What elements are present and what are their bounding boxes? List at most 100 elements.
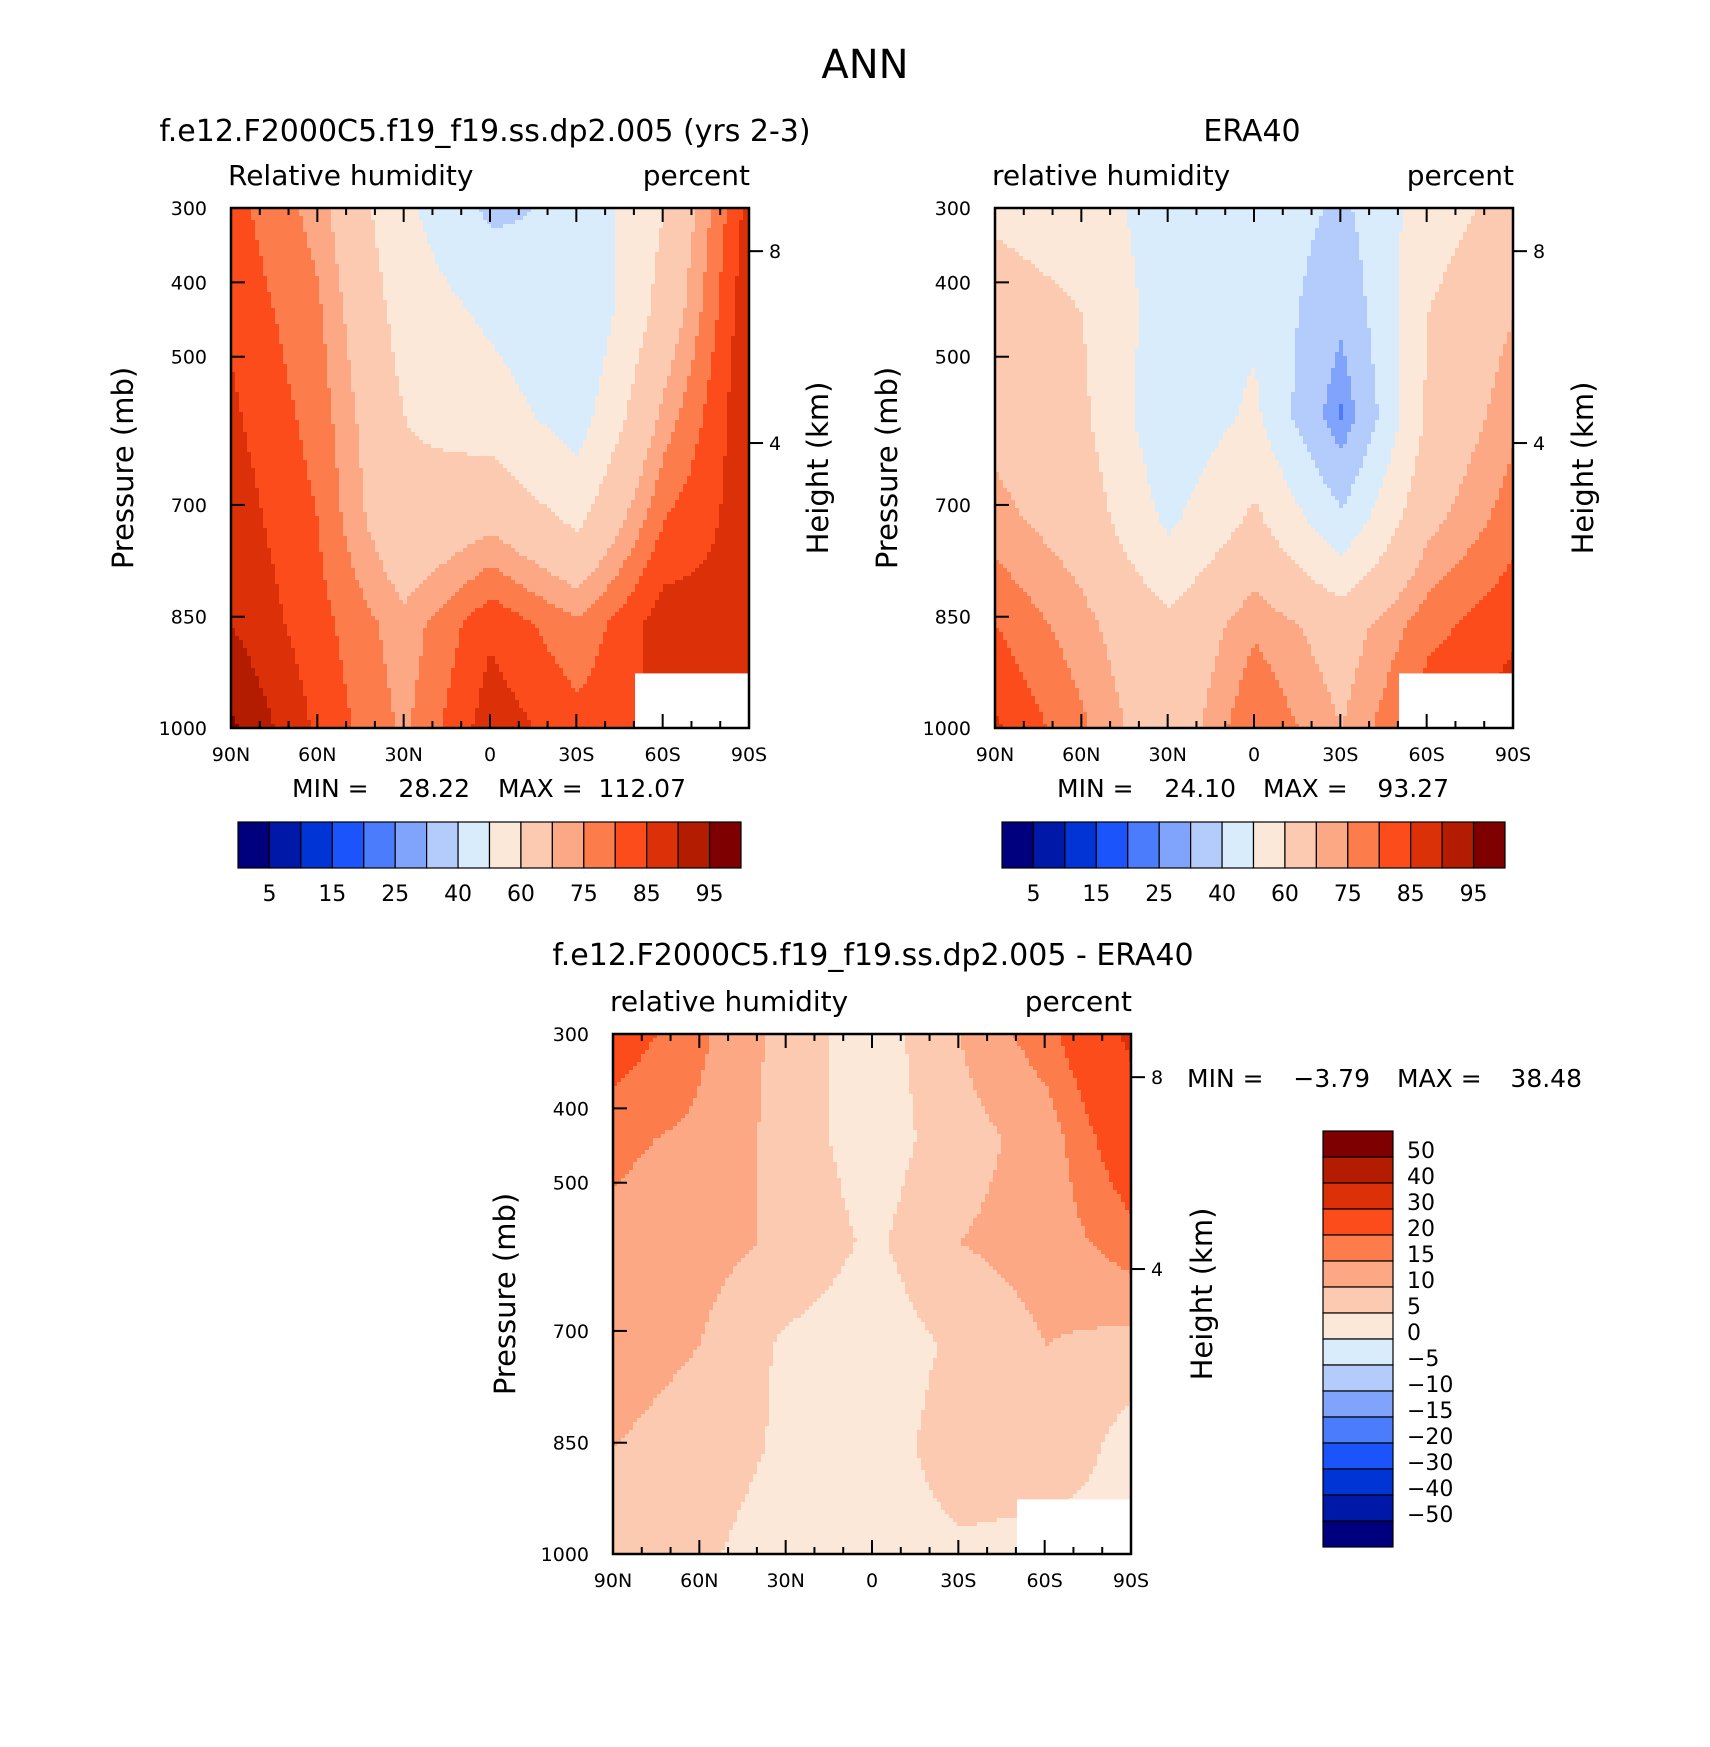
field-cell	[659, 356, 664, 361]
field-cell	[271, 272, 276, 277]
field-cell	[359, 336, 364, 341]
field-cell	[635, 240, 640, 245]
field-cell	[363, 228, 368, 233]
field-cell	[675, 220, 680, 225]
field-cell	[707, 348, 712, 353]
field-cell	[659, 272, 664, 277]
field-cell	[715, 296, 720, 301]
field-cell	[683, 264, 688, 269]
field-cell	[639, 268, 644, 273]
field-cell	[487, 336, 492, 341]
field-cell	[343, 292, 348, 297]
field-cell	[403, 316, 408, 321]
field-cell	[571, 328, 576, 333]
field-cell	[547, 272, 552, 277]
field-cell	[551, 312, 556, 317]
field-cell	[663, 228, 668, 233]
field-cell	[679, 220, 684, 225]
field-cell	[355, 288, 360, 293]
field-cell	[343, 224, 348, 229]
field-cell	[415, 304, 420, 309]
field-cell	[251, 288, 256, 293]
field-cell	[691, 308, 696, 313]
field-cell	[299, 232, 304, 237]
field-cell	[631, 320, 636, 325]
field-cell	[607, 316, 612, 321]
field-cell	[595, 284, 600, 289]
field-cell	[743, 340, 748, 345]
field-cell	[555, 304, 560, 309]
field-cell	[239, 296, 244, 301]
field-cell	[391, 324, 396, 329]
field-cell	[459, 288, 464, 293]
field-cell	[355, 276, 360, 281]
field-cell	[287, 260, 292, 265]
field-cell	[363, 332, 368, 337]
field-cell	[291, 220, 296, 225]
field-cell	[335, 284, 340, 289]
field-cell	[331, 360, 336, 365]
field-cell	[675, 224, 680, 229]
field-cell	[235, 252, 240, 257]
field-cell	[495, 340, 500, 345]
field-cell	[391, 320, 396, 325]
field-cell	[475, 216, 480, 221]
field-cell	[239, 288, 244, 293]
field-cell	[483, 276, 488, 281]
field-cell	[655, 304, 660, 309]
field-cell	[483, 224, 488, 229]
field-cell	[419, 248, 424, 253]
field-cell	[239, 268, 244, 273]
field-cell	[731, 288, 736, 293]
field-cell	[267, 248, 272, 253]
field-cell	[351, 332, 356, 337]
field-cell	[375, 252, 380, 257]
field-cell	[455, 320, 460, 325]
field-cell	[619, 212, 624, 217]
field-cell	[339, 300, 344, 305]
field-cell	[451, 260, 456, 265]
field-cell	[379, 244, 384, 249]
field-cell	[575, 252, 580, 257]
field-cell	[715, 280, 720, 285]
field-cell	[379, 220, 384, 225]
field-cell	[703, 268, 708, 273]
field-cell	[511, 212, 516, 217]
field-cell	[695, 292, 700, 297]
field-cell	[479, 220, 484, 225]
field-cell	[499, 212, 504, 217]
field-cell	[571, 264, 576, 269]
field-cell	[523, 212, 528, 217]
field-cell	[679, 280, 684, 285]
field-cell	[623, 284, 628, 289]
field-cell	[303, 316, 308, 321]
field-cell	[247, 240, 252, 245]
field-cell	[463, 244, 468, 249]
field-cell	[627, 228, 632, 233]
field-cell	[631, 316, 636, 321]
field-cell	[511, 304, 516, 309]
field-cell	[471, 296, 476, 301]
field-cell	[503, 328, 508, 333]
field-cell	[571, 348, 576, 353]
field-cell	[531, 272, 536, 277]
field-cell	[251, 280, 256, 285]
field-cell	[419, 352, 424, 357]
field-cell	[387, 236, 392, 241]
field-cell	[419, 240, 424, 245]
field-cell	[375, 296, 380, 301]
field-cell	[743, 304, 748, 309]
field-cell	[515, 344, 520, 349]
field-cell	[239, 360, 244, 365]
field-cell	[695, 332, 700, 337]
field-cell	[543, 272, 548, 277]
field-cell	[499, 252, 504, 257]
field-cell	[271, 256, 276, 261]
field-cell	[663, 332, 668, 337]
field-cell	[627, 224, 632, 229]
field-cell	[351, 312, 356, 317]
field-cell	[651, 356, 656, 361]
field-cell	[531, 256, 536, 261]
field-cell	[251, 308, 256, 313]
field-cell	[395, 252, 400, 257]
